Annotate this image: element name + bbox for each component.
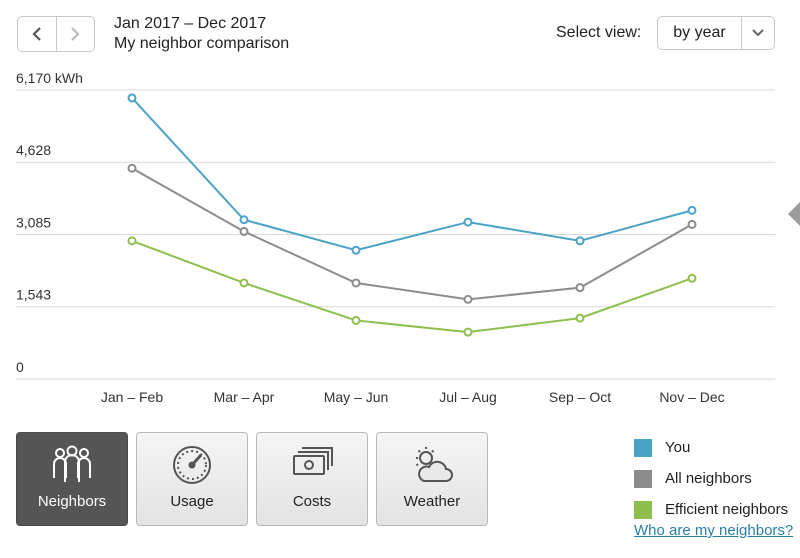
tab-neighbors-label: Neighbors (37, 493, 107, 510)
tab-weather[interactable]: Weather (376, 432, 488, 526)
period-title: Jan 2017 – Dec 2017 (114, 15, 267, 32)
data-point[interactable] (127, 236, 137, 246)
gauge-icon (169, 443, 215, 487)
data-point[interactable] (239, 226, 249, 236)
data-point[interactable] (575, 236, 585, 246)
data-point[interactable] (351, 278, 361, 288)
legend-swatch (634, 438, 652, 457)
data-point[interactable] (575, 313, 585, 323)
x-tick-label: Jul – Aug (439, 389, 497, 405)
chevron-right-icon (71, 27, 80, 41)
chevron-left-icon (32, 27, 41, 41)
legend-label: All neighbors (665, 470, 752, 487)
side-panel-arrow-icon[interactable] (788, 202, 800, 226)
series-line (131, 97, 693, 252)
data-point[interactable] (239, 278, 249, 288)
tab-costs-label: Costs (292, 493, 332, 510)
legend-label: You (665, 439, 691, 456)
chart-legend: You All neighbors Efficient neighbors (634, 432, 788, 525)
legend-item-efficient-neighbors: Efficient neighbors (634, 494, 788, 525)
data-point[interactable] (463, 217, 473, 227)
who-are-my-neighbors-link[interactable]: Who are my neighbors? (634, 522, 794, 539)
series-line (131, 167, 693, 301)
prev-period-button[interactable] (18, 17, 56, 51)
data-point[interactable] (575, 283, 585, 293)
weather-icon (409, 443, 455, 487)
legend-item-you: You (634, 432, 788, 463)
data-point[interactable] (351, 245, 361, 255)
series-line (131, 239, 693, 334)
legend-item-all-neighbors: All neighbors (634, 463, 788, 494)
x-tick-label: Nov – Dec (659, 389, 724, 405)
tab-neighbors[interactable]: Neighbors (16, 432, 128, 526)
period-nav (17, 16, 95, 52)
data-point[interactable] (127, 93, 137, 103)
chevron-down-icon (741, 17, 774, 49)
tab-usage-label: Usage (170, 493, 214, 510)
legend-swatch (634, 469, 652, 488)
comparison-subtitle: My neighbor comparison (114, 35, 290, 52)
usage-comparison-chart: 6,170 kWh 4,628 3,085 1,543 0 Jan – Feb Mar – … (16, 70, 775, 405)
next-period-button[interactable] (55, 17, 95, 51)
money-icon (289, 443, 335, 487)
select-view-label: Select view: (556, 24, 642, 41)
x-tick-label: May – Jun (324, 389, 389, 405)
x-tick-label: Mar – Apr (214, 389, 275, 405)
view-select[interactable]: by year (657, 16, 775, 50)
data-point[interactable] (463, 294, 473, 304)
x-tick-label: Sep – Oct (549, 389, 611, 405)
data-point[interactable] (687, 219, 697, 229)
legend-label: Efficient neighbors (665, 501, 789, 518)
view-select-value: by year (673, 24, 726, 41)
y-tick-label: 3,085 (16, 215, 51, 231)
data-point[interactable] (239, 215, 249, 225)
neighbors-icon (49, 443, 95, 487)
data-point[interactable] (687, 205, 697, 215)
tab-weather-label: Weather (403, 493, 461, 510)
data-point[interactable] (463, 327, 473, 337)
data-point[interactable] (351, 315, 361, 325)
y-tick-label: 6,170 kWh (16, 70, 83, 86)
y-tick-label: 4,628 (16, 142, 51, 158)
y-tick-label: 1,543 (16, 287, 51, 303)
legend-swatch (634, 500, 652, 519)
y-tick-label: 0 (16, 359, 24, 375)
tab-usage[interactable]: Usage (136, 432, 248, 526)
x-tick-label: Jan – Feb (101, 389, 163, 405)
tab-costs[interactable]: Costs (256, 432, 368, 526)
data-point[interactable] (687, 273, 697, 283)
data-point[interactable] (127, 163, 137, 173)
